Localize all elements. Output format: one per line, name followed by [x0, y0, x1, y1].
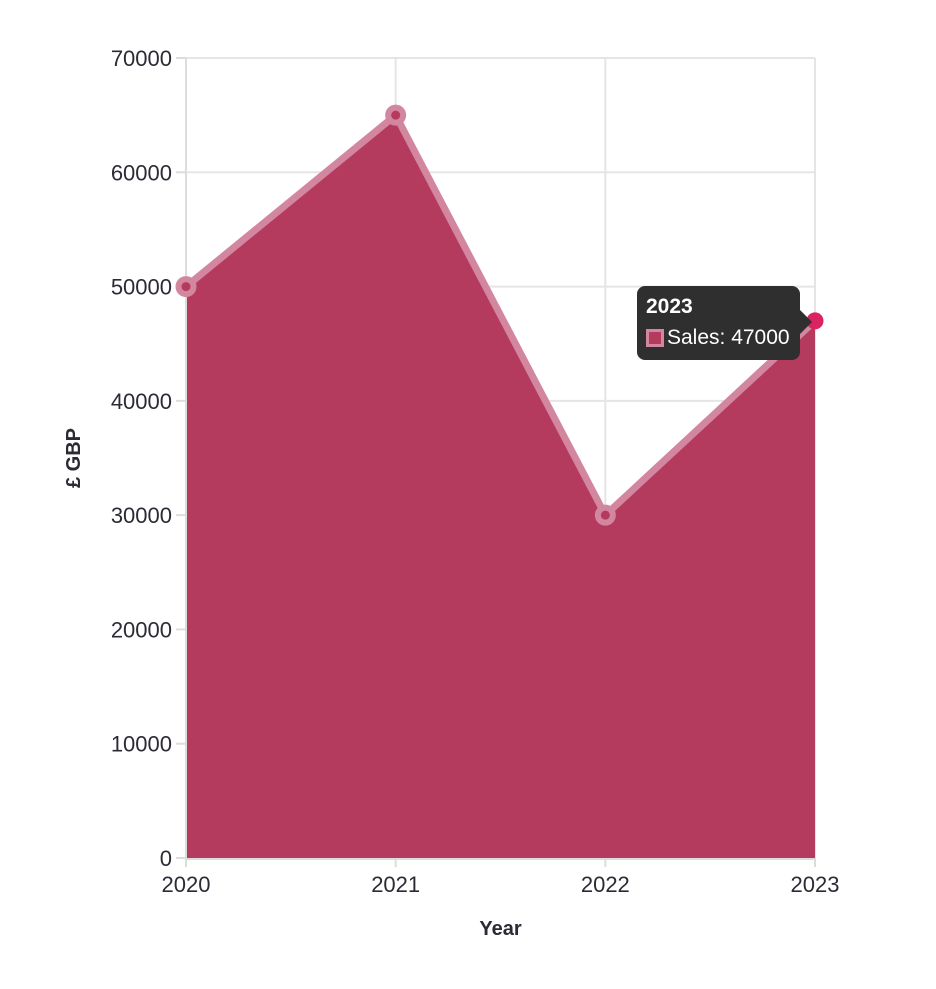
x-tick-label: 2023 [791, 872, 840, 897]
data-point[interactable] [175, 276, 197, 298]
y-tick-label: 20000 [111, 617, 172, 642]
y-axis-title: £ GBP [63, 428, 85, 488]
area-fill [186, 115, 815, 858]
trend-line [182, 111, 819, 519]
y-tick-label: 10000 [111, 732, 172, 757]
chart-tooltip: 2023 Sales: 47000 [637, 286, 812, 360]
tooltip-series-label: Sales: 47000 [667, 326, 790, 349]
x-tick-label: 2021 [371, 872, 420, 897]
y-tick-label: 70000 [111, 46, 172, 71]
y-tick-label: 60000 [111, 160, 172, 185]
data-point[interactable] [594, 504, 616, 526]
tooltip-row: Sales: 47000 [646, 326, 794, 350]
x-tick-label: 2022 [581, 872, 630, 897]
tooltip-series-swatch [646, 329, 664, 347]
x-tick-label: 2020 [162, 872, 211, 897]
y-tick-label: 40000 [111, 389, 172, 414]
y-tick-label: 0 [160, 846, 172, 871]
y-tick-label: 50000 [111, 275, 172, 300]
tooltip-title: 2023 [646, 295, 693, 318]
x-axis-title: Year [479, 918, 521, 940]
y-tick-label: 30000 [111, 503, 172, 528]
data-point[interactable] [385, 104, 407, 126]
